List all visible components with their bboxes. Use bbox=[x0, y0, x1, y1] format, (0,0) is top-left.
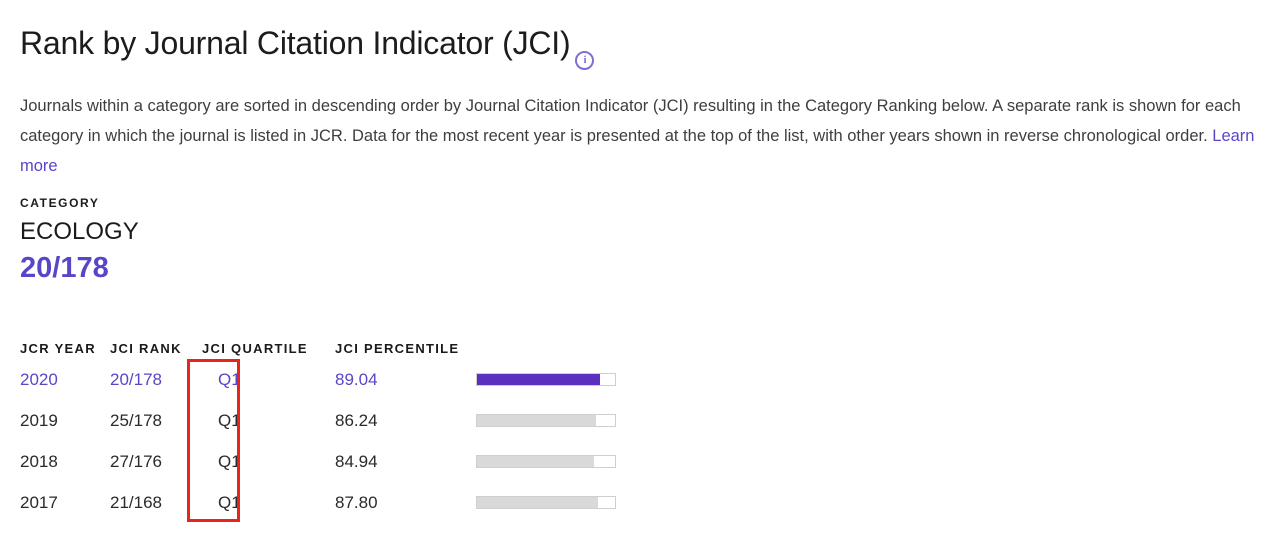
percentile-cell: 86.24 bbox=[335, 410, 378, 430]
table-row: 2020 20/178 Q1 89.04 bbox=[20, 359, 616, 400]
percentile-bar-fill bbox=[477, 497, 599, 508]
category-rank: 20/178 bbox=[20, 252, 109, 284]
page-title: Rank by Journal Citation Indicator (JCI)… bbox=[20, 25, 595, 70]
year-link: 2018 bbox=[20, 451, 58, 471]
page-title-text: Rank by Journal Citation Indicator (JCI) bbox=[20, 25, 571, 62]
percentile-bar-fill bbox=[477, 374, 600, 385]
learn-more-link[interactable]: Learn more bbox=[20, 126, 1255, 175]
percentile-cell: 87.80 bbox=[335, 492, 378, 512]
percentile-bar-fill bbox=[477, 415, 596, 426]
percentile-cell: 84.94 bbox=[335, 451, 378, 471]
rank-cell: 25/178 bbox=[110, 410, 162, 430]
year-link: 2017 bbox=[20, 492, 58, 512]
table-row: 2018 27/176 Q1 84.94 bbox=[20, 441, 616, 482]
header-jci-percentile: JCI PERCENTILE bbox=[335, 341, 460, 356]
table-row: 2017 21/168 Q1 87.80 bbox=[20, 482, 616, 523]
percentile-bar-track bbox=[476, 414, 616, 427]
info-icon[interactable]: i bbox=[575, 50, 595, 70]
table-header-row: JCR YEAR JCI RANK JCI QUARTILE JCI PERCE… bbox=[20, 338, 616, 359]
rank-cell: 21/168 bbox=[110, 492, 162, 512]
percentile-bar bbox=[476, 455, 616, 468]
percentile-bar bbox=[476, 496, 616, 509]
header-jci-quartile: JCI QUARTILE bbox=[202, 341, 308, 356]
percentile-cell: 89.04 bbox=[335, 369, 378, 389]
rank-cell: 20/178 bbox=[110, 369, 162, 389]
quartile-cell: Q1 bbox=[218, 451, 241, 471]
rank-cell: 27/176 bbox=[110, 451, 162, 471]
quartile-cell: Q1 bbox=[218, 410, 241, 430]
percentile-bar-track bbox=[476, 373, 616, 386]
quartile-cell: Q1 bbox=[218, 492, 241, 512]
year-link[interactable]: 2020 bbox=[20, 369, 58, 389]
percentile-bar bbox=[476, 373, 616, 386]
category-label: CATEGORY bbox=[20, 196, 100, 210]
year-link: 2019 bbox=[20, 410, 58, 430]
category-name: ECOLOGY bbox=[20, 218, 139, 245]
header-jcr-year: JCR YEAR bbox=[20, 341, 96, 356]
rank-table: JCR YEAR JCI RANK JCI QUARTILE JCI PERCE… bbox=[20, 338, 616, 523]
table-row: 2019 25/178 Q1 86.24 bbox=[20, 400, 616, 441]
percentile-bar bbox=[476, 414, 616, 427]
quartile-cell: Q1 bbox=[218, 369, 241, 389]
percentile-bar-track bbox=[476, 496, 616, 509]
description: Journals within a category are sorted in… bbox=[20, 91, 1264, 181]
percentile-bar-fill bbox=[477, 456, 595, 467]
category-block: CATEGORY ECOLOGY 20/178 bbox=[20, 196, 139, 285]
header-jci-rank: JCI RANK bbox=[110, 341, 182, 356]
percentile-bar-track bbox=[476, 455, 616, 468]
description-text: Journals within a category are sorted in… bbox=[20, 96, 1241, 145]
table-body: 2020 20/178 Q1 89.04 2019 25/178 Q1 86.24 2018 27… bbox=[20, 359, 616, 523]
